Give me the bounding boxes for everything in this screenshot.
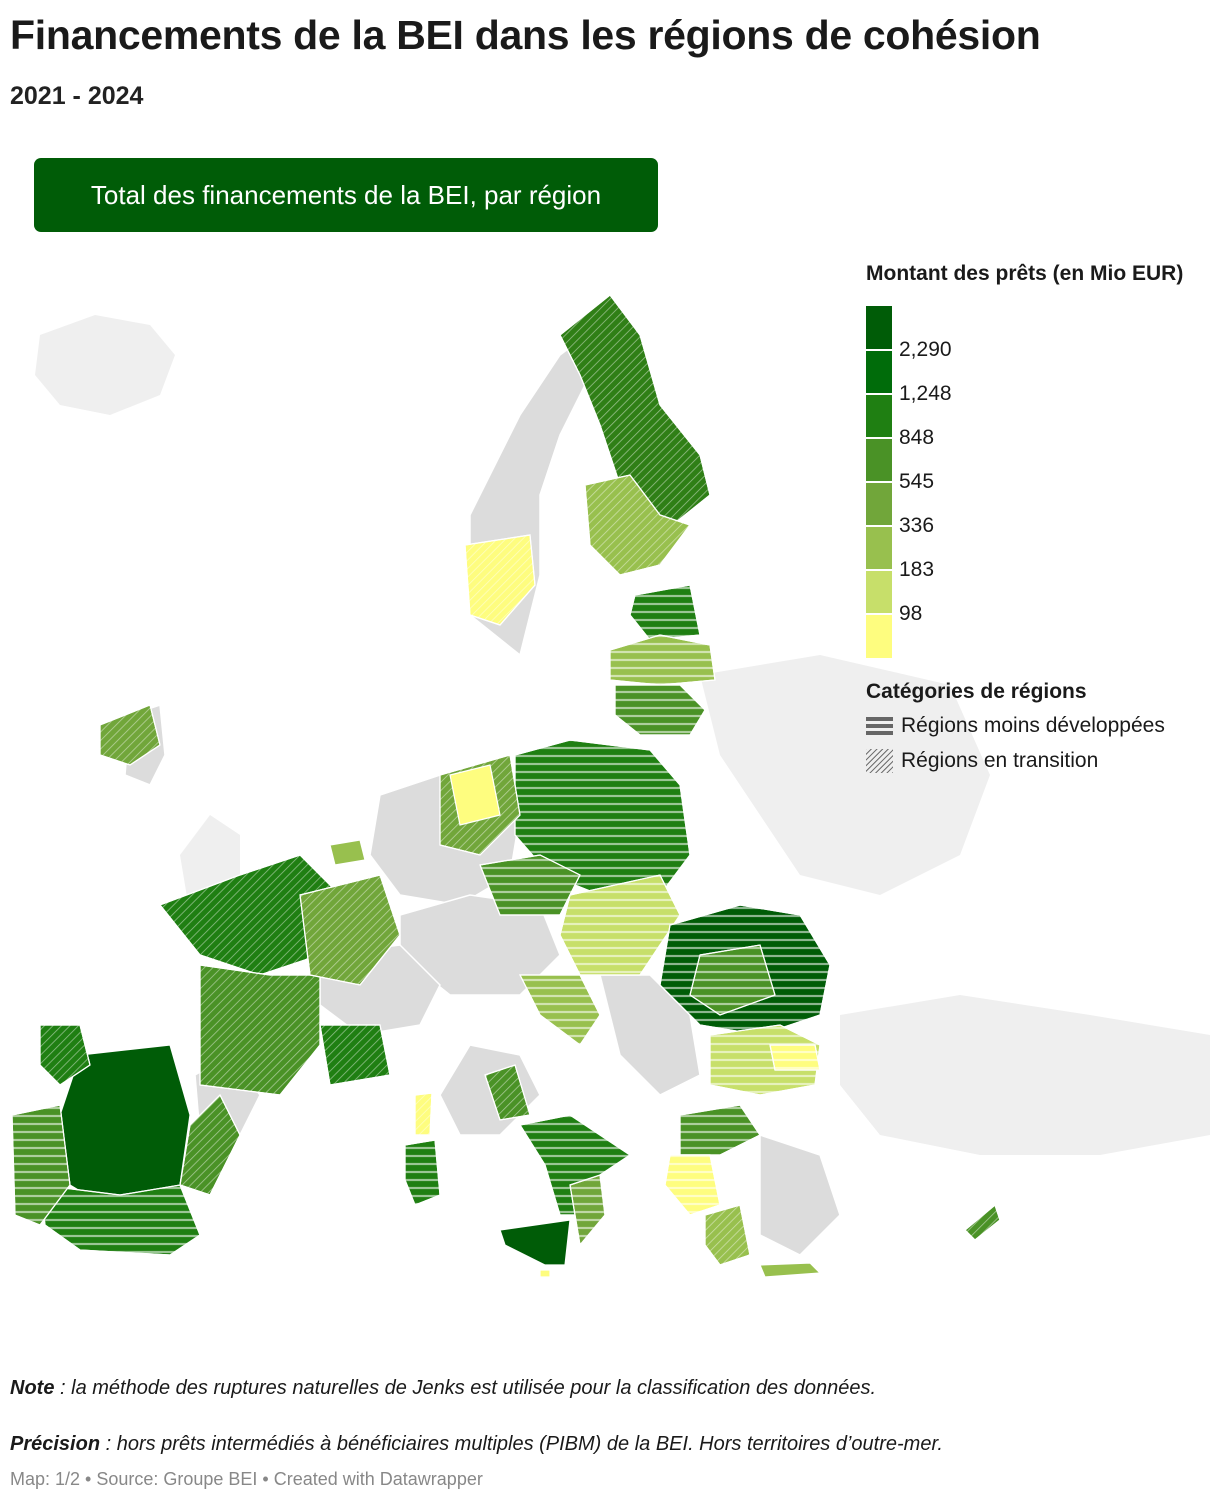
region-germany-east — [449, 764, 501, 826]
categories-title: Catégories de régions — [866, 680, 1087, 703]
cohesion-regions — [11, 294, 1001, 1278]
note: Note : la méthode des ruptures naturelle… — [10, 1377, 876, 1400]
scale-swatch — [866, 614, 892, 658]
scale-tick-label: 1,248 — [899, 382, 952, 405]
scale-tick-label: 2,290 — [899, 338, 952, 361]
source-footer: Map: 1/2 • Source: Groupe BEI • Created … — [10, 1469, 483, 1489]
scale-tick-label: 545 — [899, 470, 935, 493]
category-label: Régions en transition — [901, 749, 1099, 772]
region-crete — [759, 1262, 822, 1278]
scale-tick — [866, 481, 896, 483]
map-title: Financements de la BEI dans les régions … — [10, 12, 1041, 58]
scale-tick — [866, 569, 896, 571]
precision-label: Précision — [10, 1433, 101, 1455]
precision-text: : hors prêts intermédiés à bénéficiaires… — [100, 1433, 943, 1455]
scale-tick-label: 98 — [899, 602, 923, 625]
region-malta — [539, 1269, 551, 1278]
legend-title: Montant des prêts (en Mio EUR) — [866, 262, 1184, 285]
scale-swatch — [866, 438, 892, 482]
category-label: Régions moins développées — [901, 714, 1165, 737]
scale-swatch — [866, 394, 892, 438]
scale-swatch — [866, 526, 892, 570]
scale-swatch — [866, 570, 892, 614]
scale-swatch — [866, 350, 892, 394]
scale-tick — [866, 613, 896, 615]
total-funding-tab-button[interactable]: Total des financements de la BEI, par ré… — [34, 158, 658, 232]
category-less-developed: Régions moins développées — [866, 714, 1216, 738]
scale-swatch — [866, 482, 892, 526]
region-belgium — [329, 839, 366, 866]
scale-tick-label: 848 — [899, 426, 935, 449]
scale-tick — [866, 349, 896, 351]
note-text: : la méthode des ruptures naturelles de … — [54, 1377, 877, 1399]
non-eu-land — [35, 315, 1210, 1155]
scale-tick — [866, 437, 896, 439]
region-sicily — [499, 1219, 571, 1266]
horizontal-stripes-icon — [866, 717, 893, 735]
color-scale: 2,290 1,248 848 545 336 183 98 — [866, 306, 1216, 658]
scale-tick — [866, 525, 896, 527]
legend: Montant des prêts (en Mio EUR) 2,290 1,2… — [866, 262, 1216, 774]
map-subtitle: 2021 - 2024 — [10, 82, 144, 110]
precision-note: Précision : hors prêts intermédiés à bén… — [10, 1433, 943, 1456]
europe-map — [11, 294, 1210, 1278]
scale-tick-label: 336 — [899, 514, 935, 537]
diagonal-hatch-icon — [866, 749, 893, 773]
note-label: Note — [10, 1377, 55, 1399]
scale-tick-label: 183 — [899, 558, 935, 581]
scale-tick — [866, 393, 896, 395]
scale-swatch — [866, 306, 892, 350]
category-transition: Régions en transition — [866, 748, 1216, 774]
